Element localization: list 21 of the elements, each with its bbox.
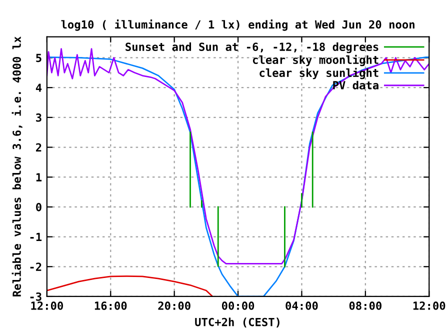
x-tick-label: 20:00 xyxy=(158,302,190,310)
y-tick-label: 3 xyxy=(36,113,42,122)
y-tick-label: 0 xyxy=(36,202,42,212)
y-tick-label: -3 xyxy=(30,292,42,301)
x-tick-label: 12:00 xyxy=(413,302,446,310)
x-tick-label: 00:00 xyxy=(222,302,254,310)
x-tick-label: 08:00 xyxy=(349,302,382,310)
y-tick-label: 4 xyxy=(36,84,42,92)
y-axis-title: Reliable values below 3.6, i.e. 4000 lx xyxy=(12,36,22,296)
x-tick-label: 12:00 xyxy=(31,302,63,310)
y-tick-label: 2 xyxy=(36,143,42,152)
legend-label: Sunset and Sun at -6, -12, -18 degrees xyxy=(126,42,378,54)
y-tick-label: 5 xyxy=(36,54,42,62)
y-tick-label: 1 xyxy=(36,173,42,182)
y-tick-label: -1 xyxy=(30,232,42,242)
y-tick-label: -2 xyxy=(30,262,42,271)
x-axis-title: UTC+2h (CEST) xyxy=(195,318,280,328)
legend-label: clear sky moonlight xyxy=(252,54,378,66)
x-tick-label: 04:00 xyxy=(286,302,318,310)
chart-title: log10 ( illuminance / 1 lx) ending at Wed Jun 20 noon xyxy=(61,19,414,31)
x-tick-label: 16:00 xyxy=(94,302,127,310)
